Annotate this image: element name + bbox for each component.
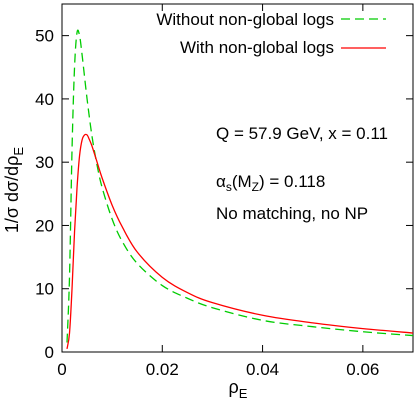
- plot-frame: [61, 3, 414, 353]
- plot-border: [61, 3, 414, 353]
- y-tick-label: 0: [45, 343, 54, 362]
- x-tick-label: 0.06: [346, 360, 379, 379]
- x-axis-label: ρE: [229, 377, 248, 401]
- series-line-with-non-global-logs: [66, 133, 414, 349]
- y-tick-label: 40: [35, 90, 54, 109]
- legend-label-with: With non-global logs: [180, 38, 334, 57]
- y-tick-label: 50: [35, 27, 54, 46]
- y-axis: 0 10 20 30 40 50: [35, 27, 413, 362]
- y-tick-label: 10: [35, 280, 54, 299]
- x-tick-label: 0.04: [246, 360, 279, 379]
- x-tick-label: 0.02: [146, 360, 179, 379]
- series-line-without-non-global-logs: [66, 29, 414, 343]
- y-axis-label: 1/σ dσ/dρE: [2, 147, 26, 234]
- alpha-s-annotation: αs(MZ) = 0.118: [216, 172, 325, 194]
- x-axis: 0 0.02 0.04 0.06: [57, 4, 379, 379]
- x-tick-label: 0: [57, 360, 66, 379]
- y-tick-label: 30: [35, 153, 54, 172]
- legend: Without non-global logs With non-global …: [156, 10, 386, 57]
- kinematics-annotation: Q = 57.9 GeV, x = 0.11: [216, 124, 388, 143]
- y-tick-label: 20: [35, 216, 54, 235]
- matching-annotation: No matching, no NP: [216, 204, 368, 223]
- annotations: Q = 57.9 GeV, x = 0.11 αs(MZ) = 0.118 No…: [216, 124, 388, 223]
- series-layer: [66, 29, 414, 349]
- legend-label-without: Without non-global logs: [156, 10, 334, 29]
